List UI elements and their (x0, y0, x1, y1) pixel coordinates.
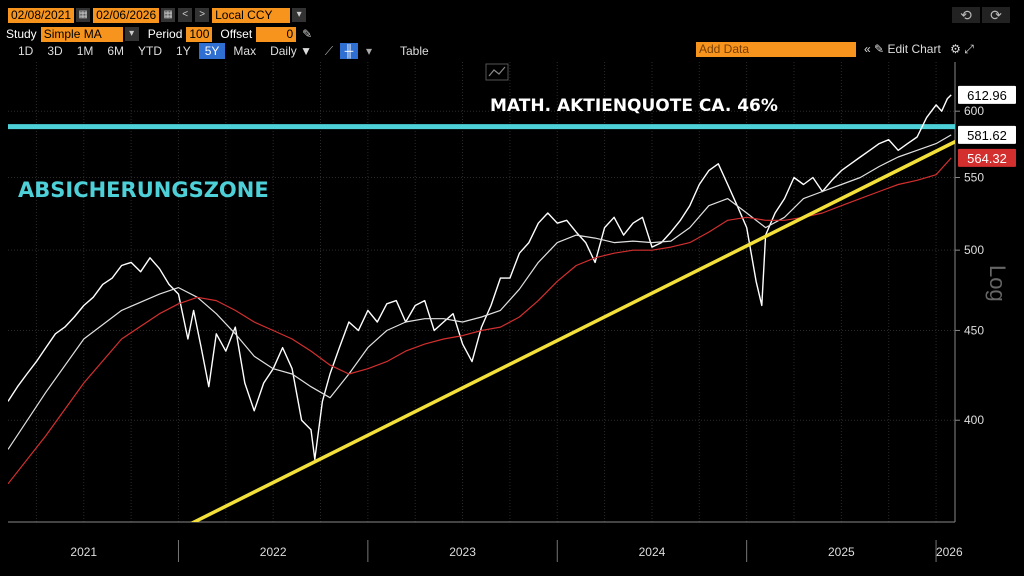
value-label-text: 612.96 (967, 88, 1007, 103)
redo-button[interactable]: ⟳ (982, 7, 1010, 23)
offset-input[interactable]: 0 (256, 26, 297, 42)
zone-annotation: ABSICHERUNGSZONE (18, 178, 269, 202)
currency-select[interactable]: Local CCY (212, 7, 291, 23)
y-tick-label: 500 (964, 243, 984, 257)
range-button-6m[interactable]: 6M (107, 44, 125, 58)
range-button-3d[interactable]: 3D (47, 44, 63, 58)
bar-chart-icon[interactable]: ╫ (339, 43, 358, 59)
value-label-text: 564.32 (967, 151, 1007, 166)
chevron-left-icon[interactable]: < (178, 8, 193, 22)
series-line-price (8, 94, 952, 460)
edit-chart-group: « ✎ Edit Chart ⚙ ⤢ (864, 42, 974, 57)
study-toolbar: Study Simple MA ▾ Period 100 Offset 0 ✎ (0, 24, 1024, 44)
y-tick-label: 550 (964, 171, 984, 185)
expand-icon[interactable]: ⤢ (964, 42, 974, 56)
period-label: Period (147, 27, 183, 41)
chevron-right-icon[interactable]: > (195, 8, 210, 22)
x-tick-label: 2026 (936, 545, 963, 559)
x-tick-label: 2024 (639, 545, 666, 559)
series-line-moving-average-slow (8, 157, 952, 485)
range-button-5y[interactable]: 5Y (198, 43, 226, 59)
chevron-down-icon[interactable]: ▾ (292, 8, 307, 22)
start-date-field[interactable]: 02/08/2021 (8, 7, 75, 23)
x-tick-label: 2023 (449, 545, 476, 559)
chevron-down-icon[interactable]: ▾ (365, 44, 372, 58)
range-button-1d[interactable]: 1D (18, 44, 34, 58)
range-button-1m[interactable]: 1M (76, 44, 94, 58)
headline-annotation: MATH. AKTIENQUOTE CA. 46% (490, 96, 778, 116)
frequency-select[interactable]: Daily ▼ (270, 44, 312, 58)
study-label: Study (6, 27, 37, 41)
collapse-icon[interactable]: « (864, 42, 871, 56)
date-toolbar: 02/08/2021 ▦ 02/06/2026 ▦ < > Local CCY … (0, 5, 1024, 25)
series-group (8, 94, 952, 485)
chart-type-icon[interactable] (485, 63, 509, 81)
undo-button[interactable]: ⟲ (952, 7, 980, 23)
y-tick-label: 450 (964, 323, 984, 337)
y-axis-label: Log (985, 265, 1010, 302)
x-tick-label: 2021 (70, 545, 97, 559)
value-label-text: 581.62 (967, 128, 1007, 143)
pencil-icon[interactable]: ✎ (302, 27, 313, 41)
range-buttons: 1D 3D 1M 6M YTD 1Y 5Y Max (12, 43, 264, 59)
value-label-box (958, 148, 1016, 167)
x-tick-label: 2022 (260, 545, 287, 559)
period-input[interactable]: 100 (186, 26, 213, 42)
calendar-icon[interactable]: ▦ (161, 8, 176, 22)
settings-icon[interactable]: ⚙ (950, 42, 961, 56)
line-chart-icon[interactable]: ⟋ (324, 44, 334, 58)
chart-type-glyph (488, 66, 506, 77)
x-tick-label: 2025 (828, 545, 855, 559)
value-label-box (958, 85, 1016, 104)
calendar-icon[interactable]: ▦ (76, 8, 91, 22)
add-data-input[interactable]: Add Data (696, 42, 856, 57)
trendline (190, 139, 955, 522)
range-toolbar: 1D 3D 1M 6M YTD 1Y 5Y Max Daily ▼ ⟋ ╫ ▾ Table (0, 41, 1024, 61)
table-button[interactable]: Table (399, 44, 429, 58)
range-button-ytd[interactable]: YTD (138, 44, 163, 58)
value-label-box (958, 125, 1016, 144)
end-date-field[interactable]: 02/06/2026 (93, 7, 160, 23)
chevron-down-icon[interactable]: ▾ (124, 27, 139, 41)
offset-label: Offset (220, 27, 253, 41)
pencil-icon[interactable]: ✎ (874, 42, 885, 56)
study-select[interactable]: Simple MA (40, 26, 123, 42)
y-tick-label: 600 (964, 104, 984, 118)
y-tick-label: 400 (964, 413, 984, 427)
edit-chart-button[interactable]: Edit Chart (887, 42, 941, 56)
range-button-max[interactable]: Max (233, 44, 257, 58)
series-line-moving-average-fast (8, 134, 952, 450)
range-button-1y[interactable]: 1Y (176, 44, 191, 58)
